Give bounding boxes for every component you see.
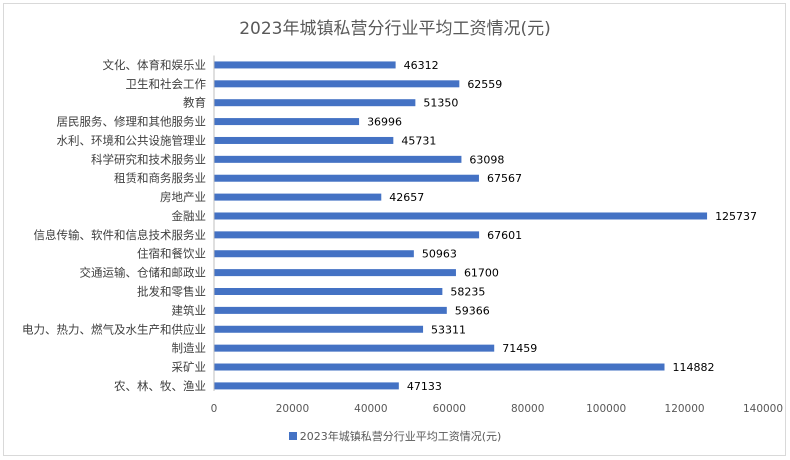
category-label: 制造业 [172,341,207,355]
axis-layer: 文化、体育和娱乐业 46312 卫生和社会工作 62559 教育 51350 居民服务、修理… [22,55,783,415]
x-tick-label: 60000 [433,403,466,415]
bar [214,382,399,390]
bar [214,80,460,88]
bar [214,325,424,333]
x-tick-label: 140000 [743,403,783,415]
data-label: 62559 [467,78,502,91]
bar [214,174,479,182]
data-label: 114882 [673,361,715,374]
x-tick-label: 40000 [354,403,387,415]
data-label: 61700 [464,267,499,280]
data-label: 59366 [455,304,490,317]
x-tick-label: 100000 [586,403,626,415]
bars-layer [214,61,708,390]
category-label: 建筑业 [172,303,207,317]
bar [214,136,394,144]
category-label: 住宿和餐饮业 [137,247,206,261]
bar [214,363,665,371]
data-label: 53311 [431,323,466,336]
category-label: 金融业 [172,209,207,223]
category-label: 卫生和社会工作 [126,77,207,91]
data-label: 45731 [401,134,436,147]
x-tick-label: 80000 [511,403,544,415]
bar [214,212,708,220]
bar [214,118,360,126]
category-label: 信息传输、软件和信息技术服务业 [34,228,207,242]
x-tick-label: 120000 [665,403,705,415]
bar [214,231,480,239]
bar [214,269,456,277]
bar [214,61,396,69]
bar [214,99,416,107]
data-label: 51350 [423,97,458,110]
legend: 2023年城镇私营分行业平均工资情况(元) [0,428,790,444]
bar [214,288,443,295]
data-label: 63098 [469,153,504,166]
data-label: 42657 [389,191,424,204]
data-label: 125737 [715,210,757,223]
chart-title: 2023年城镇私营分行业平均工资情况(元) [239,19,551,39]
bar [214,250,414,258]
bar [214,155,462,163]
category-label: 教育 [183,96,206,110]
category-label: 交通运输、仓储和邮政业 [80,266,207,280]
category-label: 批发和零售业 [137,285,206,299]
data-label: 36996 [367,116,402,129]
category-label: 居民服务、修理和其他服务业 [57,115,207,129]
data-label: 50963 [422,248,457,261]
bar [214,306,447,314]
category-label: 科学研究和技术服务业 [91,152,206,166]
legend-swatch [288,432,297,440]
data-label: 71459 [502,342,537,355]
x-tick-label: 20000 [276,403,309,415]
category-label: 电力、热力、燃气及水生产和供应业 [22,322,206,336]
category-label: 文化、体育和娱乐业 [103,58,207,72]
data-label: 58235 [450,286,485,299]
category-label: 采矿业 [172,360,207,374]
bar [214,193,382,201]
legend-label: 2023年城镇私营分行业平均工资情况(元) [299,430,502,443]
chart-frame [3,3,786,456]
category-label: 农、林、牧、渔业 [114,379,206,393]
bar [214,344,495,352]
data-label: 47133 [407,380,442,393]
data-label: 46312 [404,59,439,72]
data-label: 67601 [487,229,522,242]
category-label: 水利、环境和公共设施管理业 [57,133,207,147]
x-tick-label: 0 [211,403,218,415]
category-label: 租赁和商务服务业 [114,171,206,185]
category-label: 房地产业 [160,190,206,204]
data-label: 67567 [487,172,522,185]
